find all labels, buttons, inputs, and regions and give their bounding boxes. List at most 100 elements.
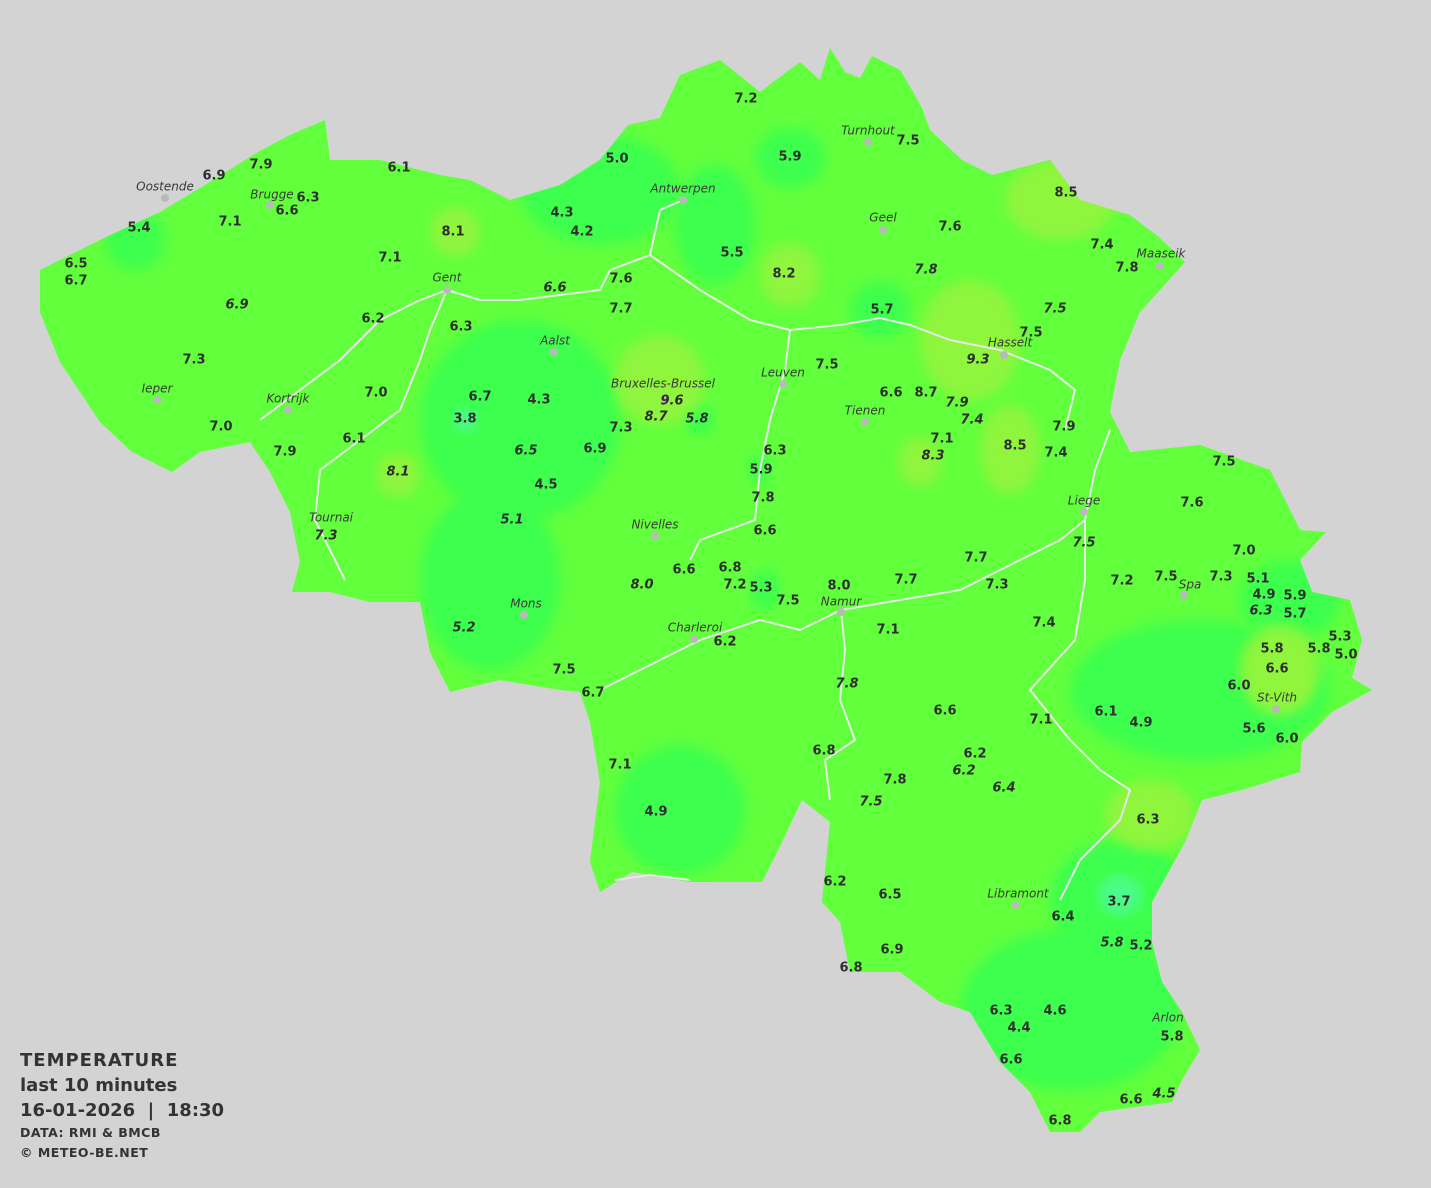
city-label: Antwerpen bbox=[650, 181, 716, 196]
legend-source: DATA: RMI & BMCB bbox=[20, 1125, 161, 1140]
temperature-zone-colder bbox=[453, 408, 477, 432]
station-temperature: 8.5 bbox=[1054, 185, 1078, 201]
station-temperature: 6.8 bbox=[718, 560, 742, 576]
river bbox=[823, 609, 857, 801]
station-temperature: 6.3 bbox=[1136, 812, 1160, 828]
station-temperature: 7.7 bbox=[609, 301, 633, 317]
station-temperature: 7.6 bbox=[1180, 495, 1204, 511]
station-temperature: 6.2 bbox=[963, 746, 987, 762]
station-temperature: 7.8 bbox=[914, 262, 938, 278]
station-temperature: 7.4 bbox=[1044, 445, 1068, 461]
station-temperature: 6.2 bbox=[713, 634, 737, 650]
station-temperature: 4.3 bbox=[550, 205, 574, 221]
rivers bbox=[259, 199, 1132, 901]
city-label: Libramont bbox=[987, 886, 1049, 901]
station-temperature: 7.3 bbox=[314, 528, 338, 544]
temperature-zone-warm bbox=[920, 280, 1020, 400]
station-temperature: 6.6 bbox=[753, 523, 777, 539]
city-label: Ieper bbox=[141, 381, 173, 396]
station-temperature: 7.3 bbox=[609, 420, 633, 436]
station-temperature: 6.3 bbox=[296, 190, 320, 206]
station-temperature: 7.9 bbox=[249, 157, 273, 173]
city-label: Kortrijk bbox=[266, 391, 310, 406]
river bbox=[649, 254, 1077, 431]
station-temperature: 7.8 bbox=[1115, 260, 1139, 276]
station-temperature: 5.6 bbox=[1242, 721, 1266, 737]
station-temperature: 6.1 bbox=[1094, 704, 1118, 720]
station-temperature: 7.0 bbox=[1232, 543, 1256, 559]
station-temperature: 7.5 bbox=[1043, 301, 1067, 317]
city-marker bbox=[266, 201, 274, 209]
station-temperature: 7.1 bbox=[378, 250, 402, 266]
station-temperature: 6.8 bbox=[839, 960, 863, 976]
station-temperature: 6.9 bbox=[880, 942, 904, 958]
station-temperature: 6.4 bbox=[992, 780, 1016, 796]
station-temperature: 7.1 bbox=[930, 431, 954, 447]
station-temperature: 6.3 bbox=[989, 1003, 1013, 1019]
station-temperature: 5.2 bbox=[1129, 938, 1153, 954]
station-temperature: 6.7 bbox=[468, 389, 492, 405]
station-temperature: 5.8 bbox=[1260, 641, 1284, 657]
temperature-zone-warm bbox=[376, 453, 420, 497]
station-temperature: 7.6 bbox=[938, 219, 962, 235]
station-temperature: 4.5 bbox=[1152, 1086, 1176, 1102]
temperature-zone-warm bbox=[615, 335, 705, 425]
station-temperature: 6.7 bbox=[64, 273, 88, 289]
temperature-zone-cool bbox=[420, 490, 560, 670]
city-marker bbox=[153, 396, 161, 404]
station-temperature: 3.8 bbox=[453, 411, 477, 427]
city-label: Spa bbox=[1178, 577, 1202, 592]
city-marker bbox=[284, 406, 292, 414]
station-temperature: 8.0 bbox=[630, 577, 654, 593]
city-marker bbox=[690, 635, 698, 643]
station-temperature: 6.4 bbox=[1051, 909, 1075, 925]
station-temperature: 7.5 bbox=[896, 133, 920, 149]
city-marker bbox=[864, 138, 872, 146]
legend-copyright: © METEO-BE.NET bbox=[20, 1145, 149, 1160]
station-temperature: 3.7 bbox=[1107, 894, 1131, 910]
station-temperature: 6.9 bbox=[583, 441, 607, 457]
station-temperature: 7.5 bbox=[815, 357, 839, 373]
station-temperature: 5.9 bbox=[749, 462, 773, 478]
station-temperature: 5.2 bbox=[452, 620, 476, 636]
station-temperature: 7.8 bbox=[751, 490, 775, 506]
station-temperature: 5.9 bbox=[1283, 588, 1307, 604]
temperature-zone-colder bbox=[1098, 875, 1142, 915]
station-temperature: 7.4 bbox=[960, 412, 984, 428]
station-temperature: 8.7 bbox=[644, 409, 668, 425]
city-marker bbox=[1012, 901, 1020, 909]
city-label: Maaseik bbox=[1136, 246, 1186, 261]
station-temperature: 7.2 bbox=[723, 577, 747, 593]
station-temperature: 7.4 bbox=[1032, 615, 1056, 631]
city-label: Geel bbox=[869, 210, 897, 225]
station-temperature: 7.3 bbox=[1209, 569, 1233, 585]
station-temperature: 5.8 bbox=[1307, 641, 1331, 657]
station-temperature: 5.7 bbox=[1283, 606, 1307, 622]
station-temperature: 6.2 bbox=[823, 874, 847, 890]
station-temperature: 7.5 bbox=[1212, 454, 1236, 470]
city-marker bbox=[550, 348, 558, 356]
station-temperature: 5.5 bbox=[720, 245, 744, 261]
station-temperature: 7.5 bbox=[776, 593, 800, 609]
temperature-zone-cool bbox=[105, 210, 165, 270]
city-marker bbox=[651, 532, 659, 540]
station-temperature: 4.9 bbox=[644, 804, 668, 820]
station-temperature: 6.6 bbox=[543, 280, 567, 296]
temperature-zone-cool bbox=[685, 405, 715, 435]
station-temperature: 7.9 bbox=[273, 444, 297, 460]
station-temperature: 4.6 bbox=[1043, 1003, 1067, 1019]
station-temperature: 6.2 bbox=[361, 311, 385, 327]
legend-datetime: 16-01-2026 | 18:30 bbox=[20, 1100, 225, 1121]
station-temperature: 6.8 bbox=[1048, 1113, 1072, 1129]
station-temperature: 7.1 bbox=[876, 622, 900, 638]
station-temperature: 6.0 bbox=[1275, 731, 1299, 747]
station-temperature: 7.1 bbox=[1029, 712, 1053, 728]
station-temperature: 8.1 bbox=[386, 464, 410, 480]
river bbox=[259, 289, 448, 421]
station-temperature: 5.8 bbox=[1160, 1029, 1184, 1045]
station-temperature: 8.0 bbox=[827, 578, 851, 594]
river bbox=[446, 199, 684, 301]
station-temperature: 6.6 bbox=[933, 703, 957, 719]
temperature-zone-cool bbox=[960, 930, 1180, 1090]
